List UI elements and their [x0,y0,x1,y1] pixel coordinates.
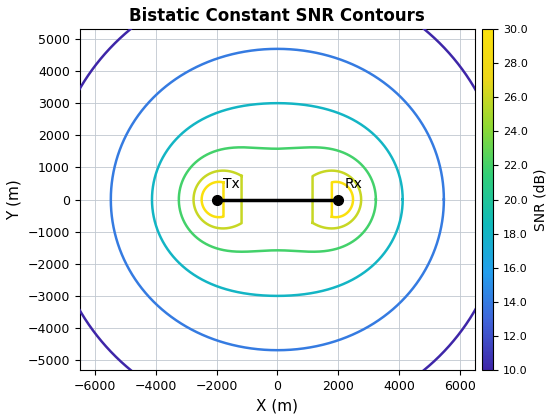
Title: Bistatic Constant SNR Contours: Bistatic Constant SNR Contours [129,7,425,25]
Y-axis label: SNR (dB): SNR (dB) [534,168,548,231]
Y-axis label: Y (m): Y (m) [7,179,22,220]
Text: Tx: Tx [223,178,239,192]
X-axis label: X (m): X (m) [256,398,298,413]
Text: Rx: Rx [344,178,362,192]
